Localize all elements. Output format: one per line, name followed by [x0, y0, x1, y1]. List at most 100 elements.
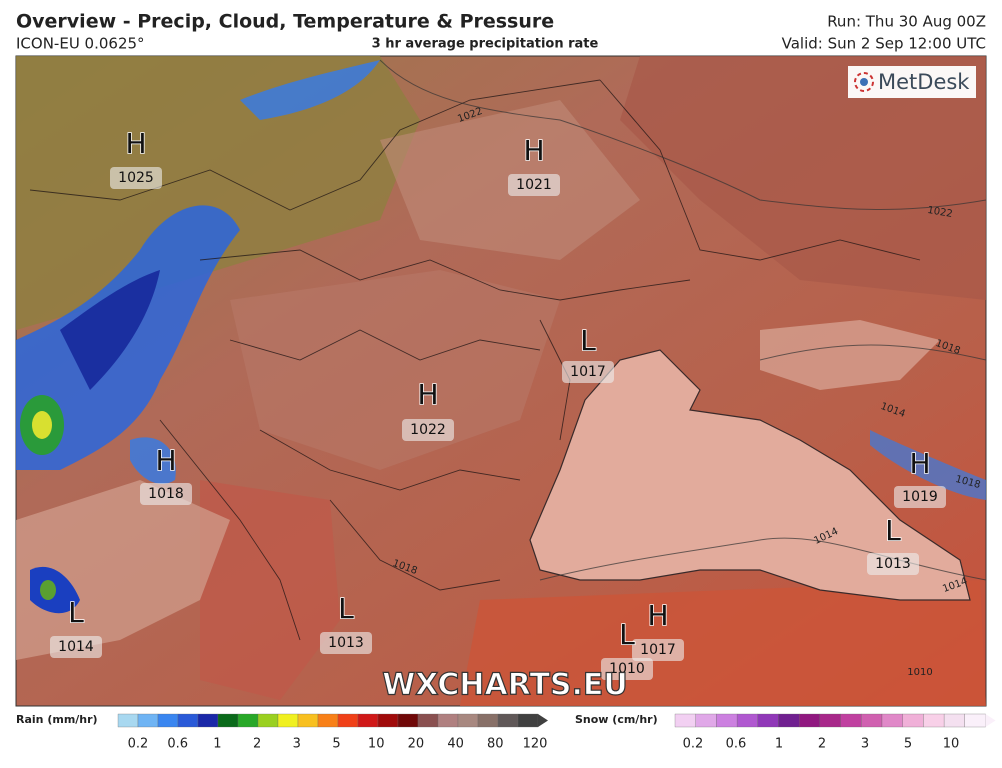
- legend-swatch: [497, 713, 519, 728]
- legend-swatch: [257, 713, 279, 728]
- isobar-label: 1022: [926, 205, 953, 220]
- legend-swatch: [716, 713, 738, 728]
- pressure-value: 1019: [902, 489, 938, 505]
- legend-swatch: [517, 713, 539, 728]
- legend-swatch: [197, 713, 219, 728]
- pressure-letter: H: [647, 599, 668, 632]
- legend-tick: 3: [293, 737, 301, 752]
- legend-tick: 1: [213, 737, 221, 752]
- legend-swatch: [157, 713, 179, 728]
- legend-tick: 10: [368, 737, 385, 752]
- legend-swatch: [397, 713, 419, 728]
- legend-swatch: [923, 713, 945, 728]
- legend-swatch: [477, 713, 499, 728]
- legend-tick: 0.6: [726, 737, 747, 752]
- pressure-value: 1025: [118, 170, 154, 186]
- legend-tick: 10: [943, 737, 960, 752]
- pressure-value: 1021: [516, 177, 552, 193]
- legend-swatch: [417, 713, 439, 728]
- pressure-value: 1014: [58, 639, 94, 655]
- watermark: WXCHARTS.EU: [382, 668, 628, 703]
- model: ICON-EU 0.0625°: [16, 35, 145, 53]
- legend-arrow: [985, 714, 996, 727]
- legend-tick: 3: [861, 737, 869, 752]
- legend-swatch: [736, 713, 758, 728]
- pressure-letter: L: [580, 324, 596, 357]
- legend-swatch: [437, 713, 459, 728]
- legend-swatch: [137, 713, 159, 728]
- legend-tick: 20: [408, 737, 425, 752]
- legend-arrow: [538, 714, 548, 727]
- pressure-value: 1013: [328, 635, 364, 651]
- pressure-value-box: [632, 639, 684, 661]
- legend-swatch: [237, 713, 259, 728]
- pressure-value-box: [508, 174, 560, 196]
- legend-swatch: [297, 713, 319, 728]
- isobar-label: 1010: [907, 667, 932, 678]
- legend-swatch: [778, 713, 800, 728]
- legend-swatch: [317, 713, 339, 728]
- pressure-letter: L: [619, 618, 635, 651]
- legend-swatch: [117, 713, 139, 728]
- pressure-value: 1017: [640, 642, 676, 658]
- legend-swatch: [881, 713, 903, 728]
- legend-swatch: [799, 713, 821, 728]
- legend-swatch: [337, 713, 359, 728]
- pressure-letter: L: [68, 596, 84, 629]
- pressure-value: 1018: [148, 486, 184, 502]
- legend-swatch: [217, 713, 239, 728]
- legend-tick: 120: [523, 737, 548, 752]
- legend-tick: 5: [332, 737, 340, 752]
- legend-swatch: [840, 713, 862, 728]
- pressure-letter: H: [155, 444, 176, 477]
- legend-tick: 5: [904, 737, 912, 752]
- logo: MetDesk: [878, 70, 970, 94]
- pressure-letter: L: [338, 592, 354, 625]
- subtitle: 3 hr average precipitation rate: [372, 37, 599, 52]
- legend-tick: 0.6: [167, 737, 188, 752]
- legend-tick: 40: [447, 737, 464, 752]
- pressure-value-box: [320, 632, 372, 654]
- pressure-value-box: [601, 658, 653, 680]
- rain-legend-label: Rain (mm/hr): [16, 713, 98, 726]
- run-time: Run: Thu 30 Aug 00Z: [827, 13, 986, 31]
- pressure-value: 1017: [570, 364, 606, 380]
- legend-tick: 0.2: [128, 737, 149, 752]
- valid-time: Valid: Sun 2 Sep 12:00 UTC: [782, 35, 986, 53]
- legend-tick: 80: [487, 737, 504, 752]
- pressure-value-box: [562, 361, 614, 383]
- legend-swatch: [177, 713, 199, 728]
- legend-swatch: [357, 713, 379, 728]
- logo-box: [848, 66, 976, 98]
- legend-swatch: [902, 713, 924, 728]
- pressure-letter: H: [417, 378, 438, 411]
- legend-swatch: [819, 713, 841, 728]
- pressure-letter: L: [885, 514, 901, 547]
- legend-swatch: [861, 713, 883, 728]
- pressure-value-box: [894, 486, 946, 508]
- pressure-value: 1013: [875, 556, 911, 572]
- map: [15, 55, 987, 707]
- pressure-letter: H: [909, 447, 930, 480]
- legend-swatch: [943, 713, 965, 728]
- pressure-value-box: [867, 553, 919, 575]
- pressure-value-box: [402, 419, 454, 441]
- legend-swatch: [964, 713, 986, 728]
- pressure-value-box: [140, 483, 192, 505]
- legend-tick: 2: [253, 737, 261, 752]
- pressure-letter: H: [523, 134, 544, 167]
- logo-icon: [854, 72, 874, 92]
- legend-swatch: [277, 713, 299, 728]
- legend-swatch: [377, 713, 399, 728]
- legend-swatch: [674, 713, 696, 728]
- legend-swatch: [457, 713, 479, 728]
- legend-tick: 1: [775, 737, 783, 752]
- legend-swatch: [695, 713, 717, 728]
- pressure-value-box: [110, 167, 162, 189]
- pressure-value: 1022: [410, 422, 446, 438]
- pressure-letter: H: [125, 127, 146, 160]
- pressure-value: 1010: [609, 661, 645, 677]
- legend-tick: 2: [818, 737, 826, 752]
- snow-legend-label: Snow (cm/hr): [575, 713, 658, 726]
